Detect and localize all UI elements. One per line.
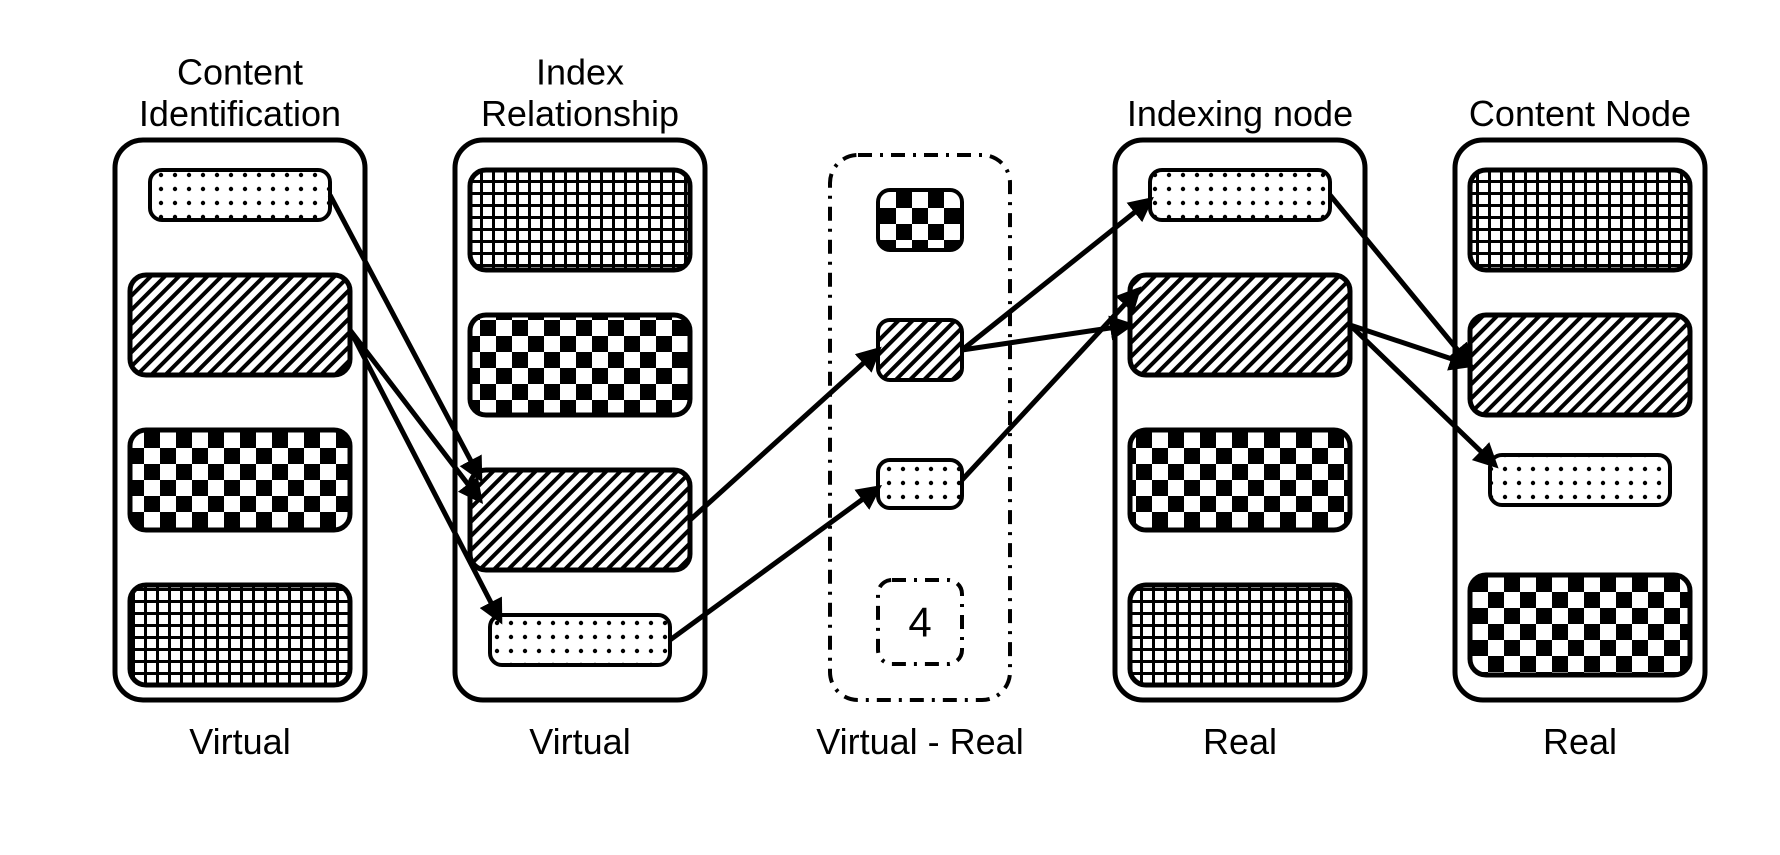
item-cn-0: [1470, 170, 1690, 270]
column-content-identification-bottom-label: Virtual: [189, 721, 290, 762]
item-vr-3-label: 4: [908, 599, 931, 646]
column-indexing-node-bottom-label: Real: [1203, 721, 1277, 762]
item-cn-3: [1470, 575, 1690, 675]
item-vr-2: [878, 460, 962, 508]
item-ir-2: [470, 470, 690, 570]
item-vr-1: [878, 320, 962, 380]
item-in-3: [1130, 585, 1350, 685]
column-index-relationship-bottom-label: Virtual: [529, 721, 630, 762]
item-cn-2: [1490, 455, 1670, 505]
item-ir-3: [490, 615, 670, 665]
column-content-node-top-label: Content Node: [1469, 93, 1691, 134]
item-in-1: [1130, 275, 1350, 375]
item-ci-3: [130, 585, 350, 685]
item-in-2: [1130, 430, 1350, 530]
item-ir-0: [470, 170, 690, 270]
column-content-identification-top-label: ContentIdentification: [139, 52, 341, 134]
item-ci-0: [150, 170, 330, 220]
item-vr-0: [878, 190, 962, 250]
diagram-canvas: ContentIdentification Virtual IndexRelatio…: [0, 0, 1780, 855]
item-cn-1: [1470, 315, 1690, 415]
column-content-node-bottom-label: Real: [1543, 721, 1617, 762]
item-ci-2: [130, 430, 350, 530]
column-index-relationship-top-label: IndexRelationship: [481, 52, 679, 134]
column-indexing-node-top-label: Indexing node: [1127, 93, 1353, 134]
item-ir-1: [470, 315, 690, 415]
column-virtual-real-bottom-label: Virtual - Real: [816, 721, 1023, 762]
item-ci-1: [130, 275, 350, 375]
item-in-0: [1150, 170, 1330, 220]
